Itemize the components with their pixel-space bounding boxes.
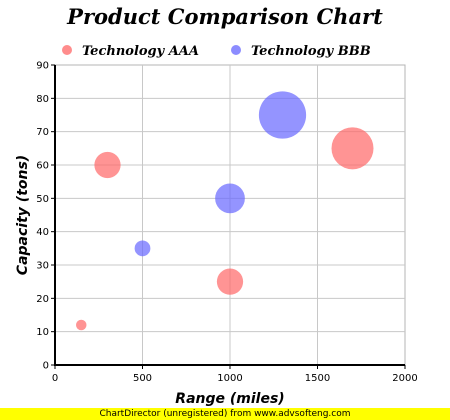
ticks: 0 10 20 30 40 50 60 70 80 90 0 500 1000 1500 2000 xyxy=(36,61,417,385)
bubble-technology-aaa xyxy=(94,151,121,179)
x-tick-label: 1000 xyxy=(217,373,242,384)
bubble-technology-aaa xyxy=(216,268,244,295)
y-tick-label: 20 xyxy=(36,294,49,305)
x-tick-label: 2000 xyxy=(392,373,417,384)
y-axis-title: Capacity (tons) xyxy=(15,155,31,275)
legend-label-technology-aaa: Technology AAA xyxy=(82,44,199,59)
bubble-technology-aaa xyxy=(331,127,374,170)
x-tick-label: 500 xyxy=(133,373,152,384)
y-tick-label: 50 xyxy=(36,194,49,205)
bubble-technology-bbb xyxy=(215,183,245,214)
legend-label-technology-bbb: Technology BBB xyxy=(251,44,371,59)
footer-credit: ChartDirector (unregistered) from www.ad… xyxy=(0,408,450,420)
y-tick-label: 80 xyxy=(36,94,49,105)
x-axis-title: Range (miles) xyxy=(175,391,284,407)
legend: Technology AAA Technology BBB xyxy=(62,44,371,59)
y-tick-label: 30 xyxy=(36,261,49,272)
y-tick-label: 60 xyxy=(36,161,49,172)
legend-swatch-technology-bbb xyxy=(231,45,241,55)
bubble-technology-bbb xyxy=(134,240,151,257)
legend-swatch-technology-aaa xyxy=(62,45,72,55)
x-tick-label: 1500 xyxy=(305,373,330,384)
bubble-technology-bbb xyxy=(258,91,307,139)
y-tick-label: 90 xyxy=(36,61,49,72)
chart-title: Product Comparison Chart xyxy=(66,4,383,29)
bubbles xyxy=(76,91,374,331)
y-tick-label: 10 xyxy=(36,327,49,338)
y-tick-label: 40 xyxy=(36,227,49,238)
x-tick-label: 0 xyxy=(52,373,58,384)
y-tick-label: 0 xyxy=(43,361,49,372)
y-tick-label: 70 xyxy=(36,127,49,138)
bubble-technology-aaa xyxy=(76,319,87,331)
